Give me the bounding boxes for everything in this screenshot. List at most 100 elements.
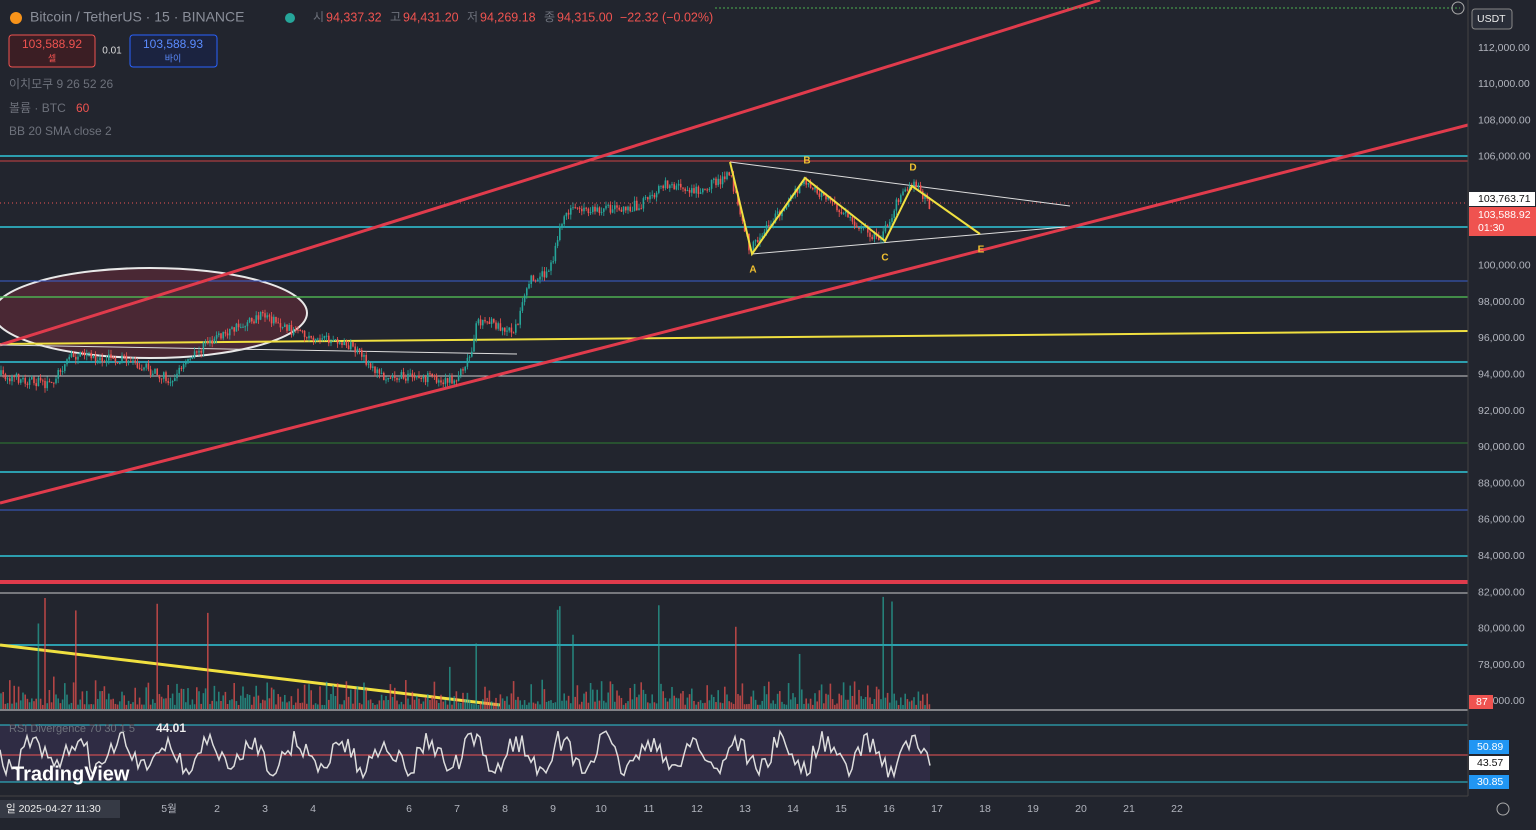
- candle-body: [900, 195, 902, 203]
- volume-bar: [809, 698, 812, 709]
- volume-bar: [422, 701, 425, 709]
- volume-bar: [154, 702, 156, 709]
- volume-bar: [614, 701, 616, 709]
- volume-bar: [119, 701, 121, 709]
- candle-body: [380, 372, 383, 374]
- volume-bar: [134, 687, 136, 709]
- volume-bar: [169, 698, 172, 709]
- candle-body: [537, 279, 539, 281]
- volume-bar: [754, 699, 757, 709]
- currency: USDT: [1477, 13, 1506, 25]
- volume-bar: [42, 704, 44, 709]
- volume-bar: [138, 697, 141, 709]
- candle-body: [625, 206, 627, 211]
- rsi-band: [0, 725, 930, 782]
- volume-bar: [853, 681, 856, 709]
- candle-body: [838, 210, 840, 213]
- candle-body: [77, 356, 79, 360]
- candle-body: [246, 322, 249, 327]
- candle-body: [669, 185, 671, 189]
- candle-body: [543, 271, 546, 278]
- volume-bar: [215, 701, 218, 709]
- volume-bar: [286, 702, 288, 709]
- candle-body: [35, 383, 37, 387]
- candle-body: [702, 188, 704, 193]
- candle-body: [904, 189, 906, 192]
- volume-bar: [251, 704, 253, 709]
- candle-body: [204, 341, 207, 343]
- volume-bar: [526, 704, 528, 709]
- candle-body: [752, 241, 755, 252]
- candle-body: [495, 322, 497, 329]
- candle-body: [530, 275, 532, 284]
- candle-body: [556, 240, 559, 246]
- volume-bar: [772, 700, 774, 709]
- candle-body: [774, 213, 777, 223]
- volume-bar: [598, 700, 601, 709]
- candle-body: [440, 380, 442, 383]
- volume-bar: [380, 694, 383, 709]
- candle-body: [231, 327, 233, 329]
- volume-bar: [746, 704, 748, 709]
- add-button[interactable]: [1451, 1, 1465, 15]
- volume-bar: [449, 666, 451, 709]
- volume-bar: [413, 699, 416, 709]
- candle-body: [636, 200, 638, 211]
- volume-bar: [708, 700, 711, 709]
- volume-bar: [103, 686, 106, 709]
- candle-body: [770, 223, 772, 227]
- rsi-label: 30.85: [1477, 776, 1503, 788]
- candle-body: [387, 377, 389, 380]
- volume-bar: [79, 699, 81, 709]
- candle-body: [673, 184, 675, 190]
- candle-body: [761, 235, 763, 238]
- volume-bar: [493, 702, 495, 709]
- time-tick: 17: [931, 803, 943, 815]
- volume-bar: [671, 686, 673, 709]
- price-tick: 110,000.00: [1478, 78, 1530, 90]
- volume-bar: [748, 703, 750, 709]
- buy-button[interactable]: [129, 34, 218, 68]
- candle-body: [90, 352, 92, 359]
- last-price-tag: [1469, 207, 1536, 236]
- volume-bar: [204, 688, 207, 709]
- spread: 0.01: [102, 46, 122, 57]
- volume-bar: [31, 698, 33, 709]
- candle-body: [391, 375, 394, 378]
- candle-body: [259, 312, 262, 320]
- candle-body: [28, 379, 31, 385]
- volume-bar: [94, 680, 97, 709]
- candle-body: [541, 271, 543, 277]
- candle-body: [713, 178, 715, 180]
- volume-bar: [242, 686, 244, 709]
- sell-button[interactable]: [8, 34, 96, 68]
- currency-button[interactable]: [1471, 8, 1513, 30]
- candle-body: [510, 327, 513, 333]
- drawings: [0, 0, 1469, 707]
- candle-body: [902, 191, 904, 196]
- candle-body: [97, 360, 99, 362]
- candle-body: [121, 355, 123, 364]
- candle-body: [83, 352, 86, 356]
- time-tick: 14: [787, 803, 799, 815]
- settings-button[interactable]: [1496, 802, 1510, 816]
- candle-body: [147, 363, 150, 370]
- volume-bar: [391, 697, 394, 709]
- volume-bar: [266, 682, 268, 709]
- candle-body: [114, 357, 117, 363]
- volume-bar: [332, 685, 334, 709]
- candle-body: [431, 373, 433, 376]
- candle-body: [726, 172, 728, 180]
- volume-bar: [616, 690, 618, 709]
- candle-body: [53, 382, 55, 384]
- volume-bar: [438, 703, 440, 709]
- volume-bar: [160, 696, 163, 709]
- volume-bar: [191, 699, 194, 709]
- volume-bar: [37, 623, 40, 709]
- volume-bar: [319, 686, 321, 709]
- volume-bar: [530, 684, 532, 709]
- candle-body: [501, 327, 504, 331]
- volume-bar: [328, 699, 330, 709]
- candle-body: [869, 232, 871, 237]
- candle-body: [845, 211, 847, 214]
